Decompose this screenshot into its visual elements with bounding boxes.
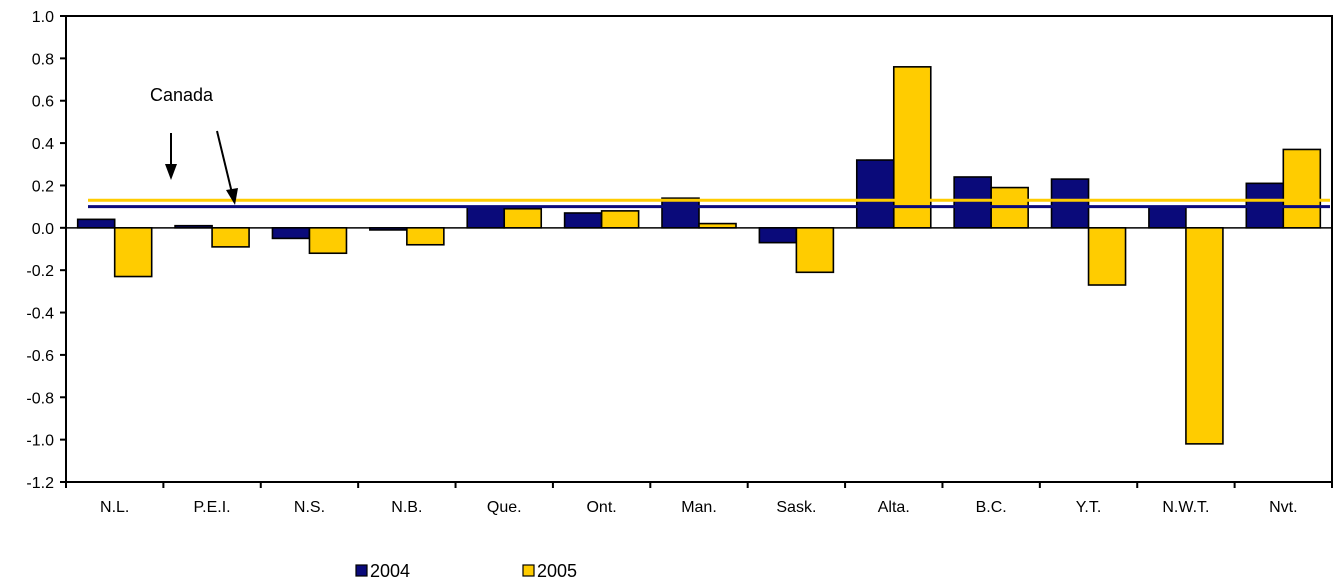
bar-2004 bbox=[1050, 178, 1090, 229]
y-axis-ticks: 1.0 0.8 0.6 0.4 0.2 0.0 -0.2 -0.4 -0.6 -0.8 -1.0 -1… bbox=[26, 9, 66, 492]
y-axis-tick-label: -0.6 bbox=[26, 348, 54, 365]
y-axis-tick-label: -1.2 bbox=[26, 475, 54, 492]
chart-legend: 2004 2005 bbox=[355, 561, 577, 581]
bar-2004 bbox=[76, 218, 116, 229]
canada-arrow-right-line bbox=[216, 130, 233, 194]
x-axis-tick-label: N.L. bbox=[100, 499, 129, 516]
x-axis-tick-label: Alta. bbox=[878, 499, 910, 516]
bar-2005 bbox=[600, 210, 640, 229]
canada-annotation-label: Canada bbox=[150, 85, 214, 105]
bar-2004 bbox=[758, 227, 798, 244]
bar-2005 bbox=[503, 207, 543, 229]
bar-2005 bbox=[1185, 227, 1224, 445]
canada-arrow-right-head bbox=[226, 188, 238, 205]
x-axis-tick-label: Man. bbox=[681, 499, 717, 516]
y-axis-tick-label: 0.8 bbox=[32, 51, 54, 68]
bar-2004 bbox=[466, 205, 506, 229]
canada-annotation: Canada bbox=[150, 85, 238, 205]
bar-2005 bbox=[406, 227, 445, 246]
x-axis-tick-label: Sask. bbox=[776, 499, 816, 516]
legend-swatch-2005 bbox=[522, 564, 535, 577]
y-axis-tick-label: -1.0 bbox=[26, 433, 54, 450]
y-axis-tick-label: 1.0 bbox=[32, 9, 54, 26]
bar-2005 bbox=[1087, 227, 1127, 286]
bar-2004 bbox=[369, 227, 408, 231]
reference-lines-group bbox=[88, 198, 1330, 209]
x-axis-tick-label: N.S. bbox=[294, 499, 325, 516]
x-axis-tick-label: N.B. bbox=[391, 499, 422, 516]
x-axis-tick-label: Ont. bbox=[586, 499, 616, 516]
bar-2005 bbox=[211, 227, 250, 248]
x-axis-tick-label: B.C. bbox=[976, 499, 1007, 516]
bar-2005 bbox=[113, 227, 153, 278]
y-axis-tick-label: 0.2 bbox=[32, 178, 54, 195]
bar-2005 bbox=[698, 222, 737, 229]
y-axis-tick-label: 0.0 bbox=[32, 221, 54, 238]
y-axis-tick-label: -0.8 bbox=[26, 390, 54, 407]
x-axis-tick-label: N.W.T. bbox=[1162, 499, 1209, 516]
legend-label-2005: 2005 bbox=[537, 561, 577, 581]
legend-label-2004: 2004 bbox=[370, 561, 410, 581]
bar-2004 bbox=[271, 227, 311, 240]
bar-2005 bbox=[308, 227, 348, 255]
bar-2004 bbox=[174, 224, 213, 229]
x-axis-tick-label: Que. bbox=[487, 499, 522, 516]
y-axis-tick-label: 0.6 bbox=[32, 94, 54, 111]
x-axis-tick-label: P.E.I. bbox=[194, 499, 231, 516]
x-axis-tick-label: Nvt. bbox=[1269, 499, 1297, 516]
bar-2004 bbox=[953, 176, 992, 229]
bar-2005 bbox=[1282, 148, 1322, 229]
bar-2004 bbox=[1148, 205, 1187, 229]
legend-swatch-2004 bbox=[355, 564, 368, 577]
bar-2005 bbox=[795, 227, 835, 274]
bar-2005 bbox=[892, 66, 932, 229]
y-axis-tick-label: -0.4 bbox=[26, 306, 54, 323]
y-axis-tick-label: 0.4 bbox=[32, 136, 54, 153]
x-axis-tick-label: Y.T. bbox=[1076, 499, 1102, 516]
bar-2004 bbox=[661, 197, 700, 229]
y-axis-tick-label: -0.2 bbox=[26, 263, 54, 280]
bar-2004 bbox=[563, 212, 603, 229]
plot-frame bbox=[65, 15, 1333, 483]
canada-arrow-left-head bbox=[165, 164, 177, 180]
x-axis-ticks: N.L. P.E.I. N.S. N.B. Que. Ont. Man. Sask. Alta.… bbox=[65, 482, 1333, 516]
bar-2004 bbox=[855, 159, 895, 229]
